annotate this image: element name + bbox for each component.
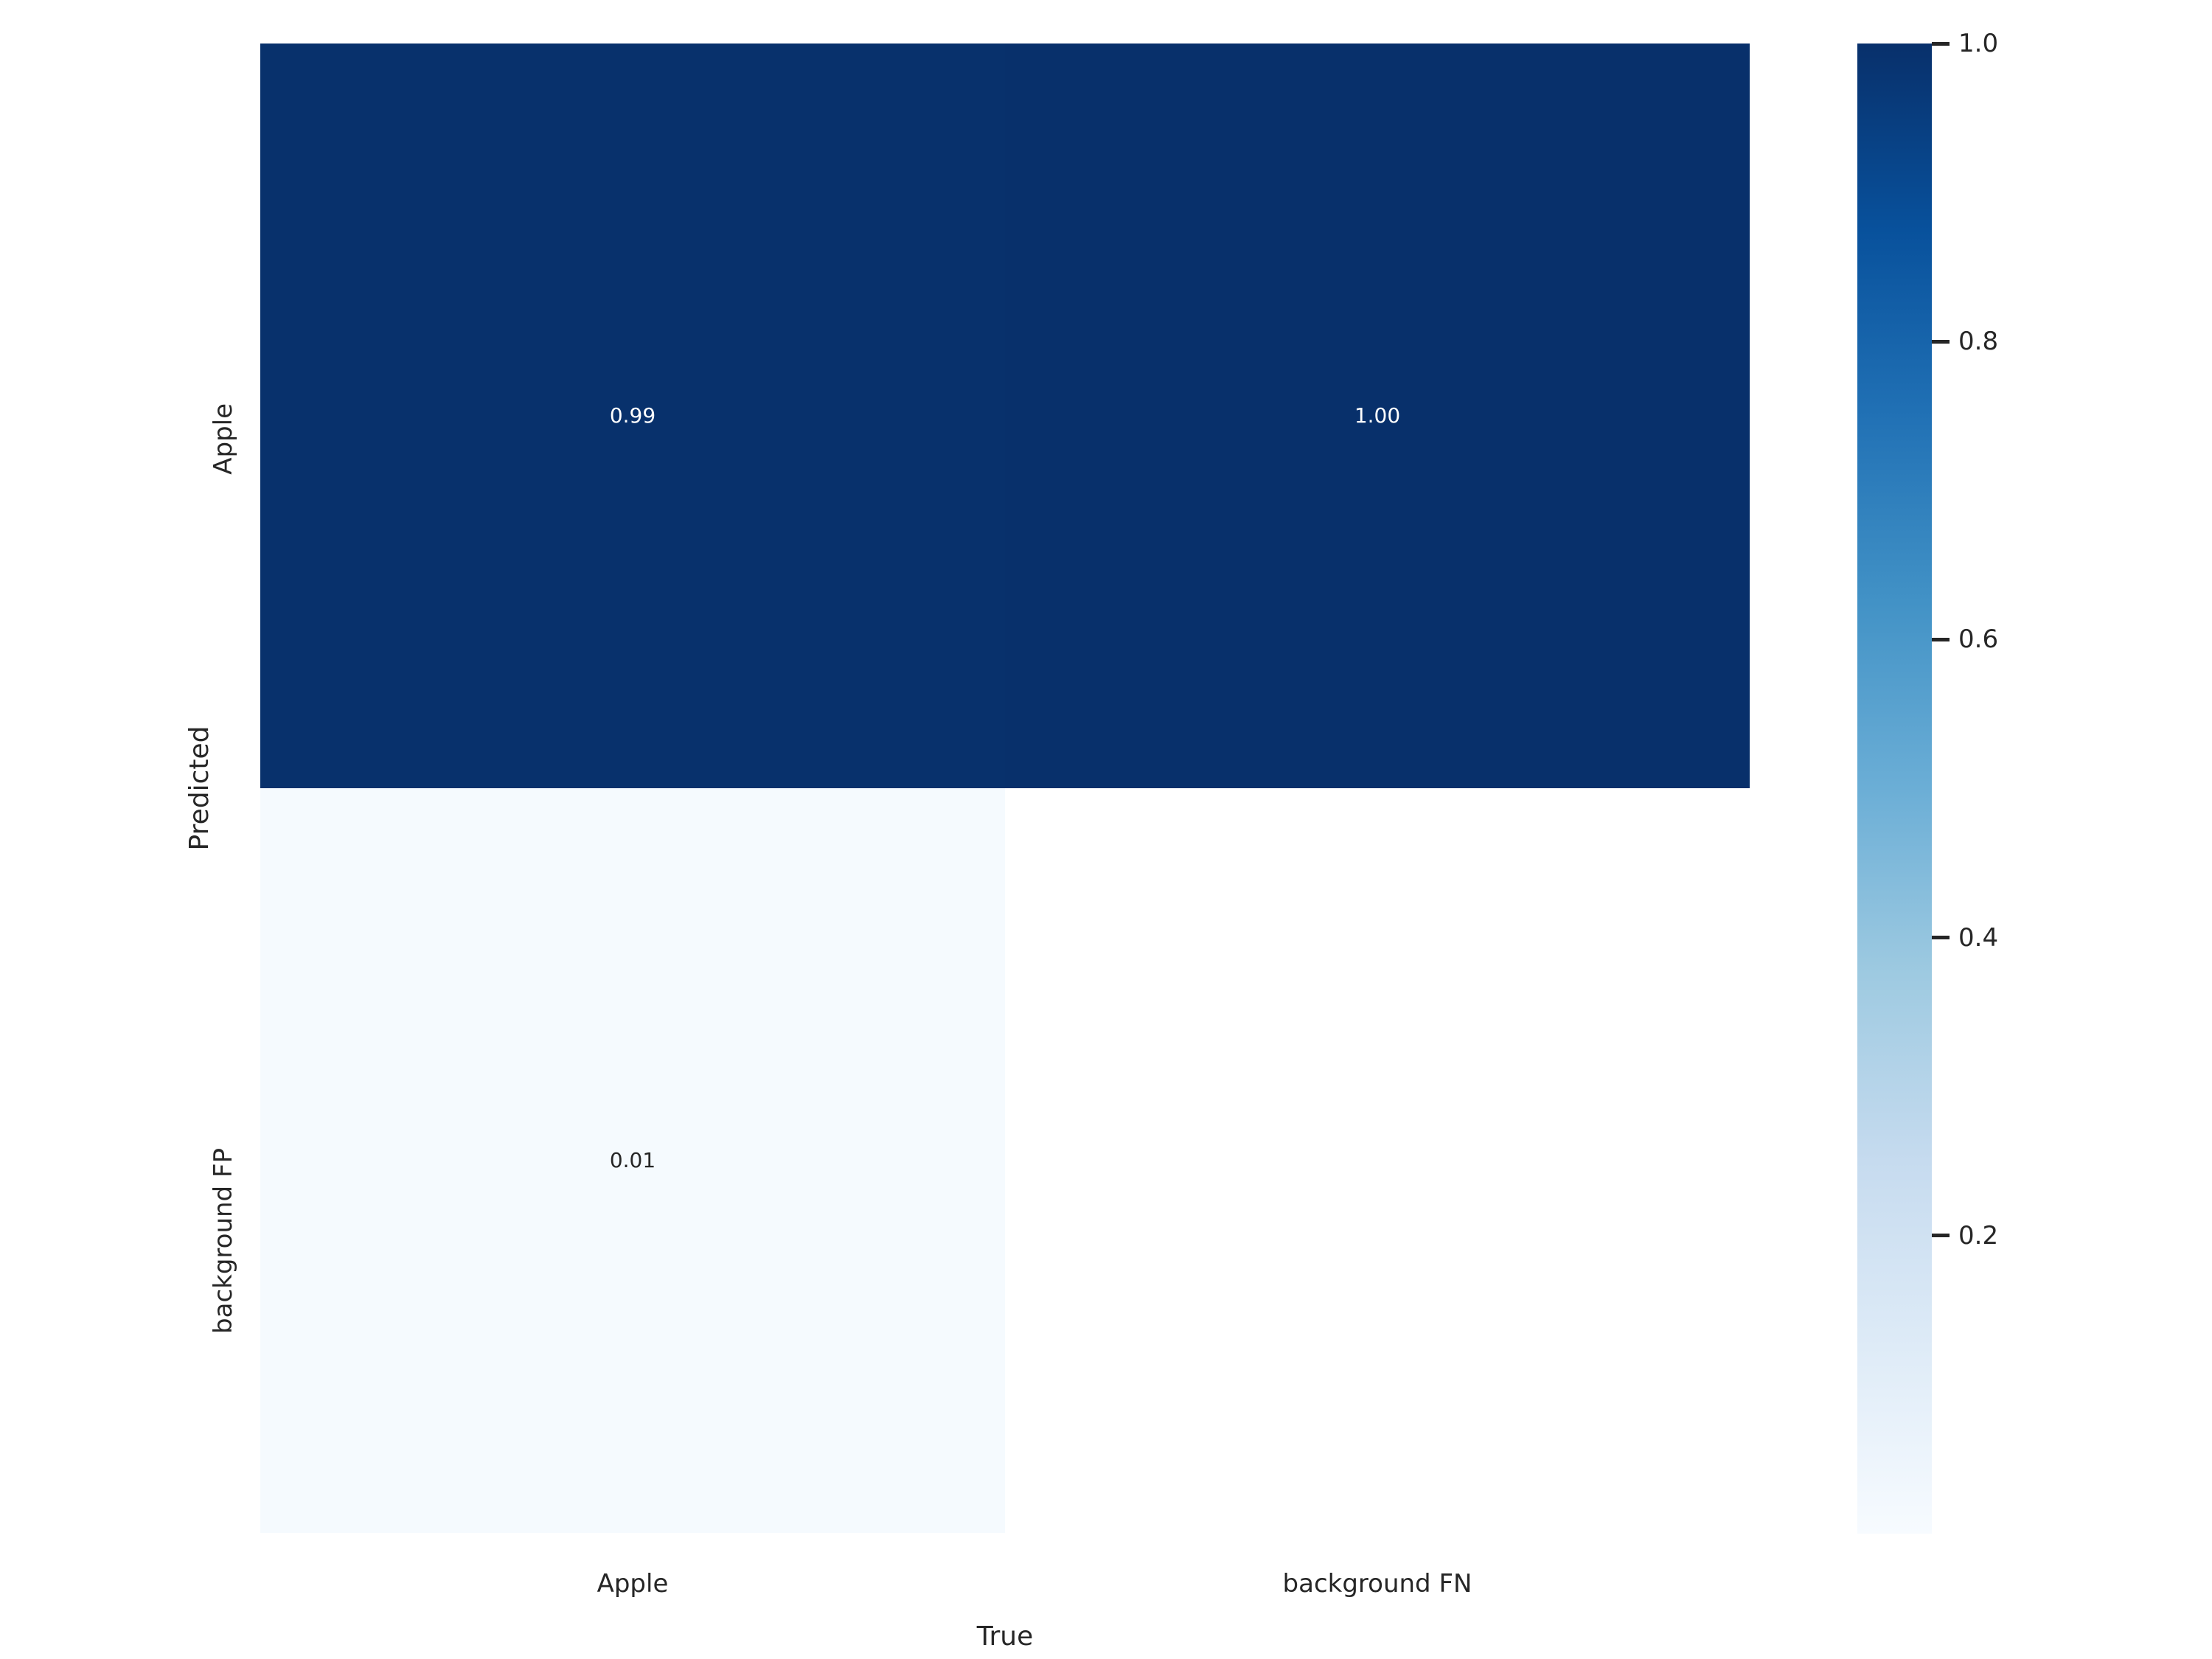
colorbar-tick-label: 0.8 bbox=[1958, 327, 1999, 357]
colorbar-tick bbox=[1932, 339, 1950, 344]
heatmap-cell-r0c1: 1.00 bbox=[1005, 44, 1750, 788]
cell-value-label: 0.99 bbox=[609, 403, 656, 428]
colorbar-tick-label: 0.6 bbox=[1958, 625, 1999, 655]
heatmap-cell-r1c1 bbox=[1005, 788, 1750, 1533]
cell-value-label: 1.00 bbox=[1354, 403, 1401, 428]
heatmap-cell-r1c0: 0.01 bbox=[260, 788, 1005, 1533]
colorbar-tick-label: 0.4 bbox=[1958, 922, 1999, 953]
heatmap-plot-area: 0.99 1.00 0.01 bbox=[260, 44, 1750, 1533]
colorbar-gradient bbox=[1857, 44, 1932, 1534]
y-axis-title: Predicted bbox=[184, 726, 215, 851]
colorbar-tick-label: 1.0 bbox=[1958, 29, 1999, 58]
colorbar-tick bbox=[1932, 41, 1950, 46]
colorbar-tick bbox=[1932, 637, 1950, 641]
x-tick-label: Apple bbox=[597, 1569, 669, 1599]
colorbar-tick bbox=[1932, 936, 1950, 940]
cell-value-label: 0.01 bbox=[609, 1148, 656, 1172]
heatmap-cell-r0c0: 0.99 bbox=[260, 44, 1005, 788]
y-tick-label: Apple bbox=[209, 403, 238, 475]
colorbar-tick-label: 0.2 bbox=[1958, 1220, 1999, 1251]
x-tick-label: background FN bbox=[1282, 1569, 1472, 1599]
x-axis-title: True bbox=[976, 1621, 1034, 1652]
y-tick-label: background FP bbox=[209, 1148, 238, 1334]
colorbar-tick bbox=[1932, 1234, 1950, 1238]
